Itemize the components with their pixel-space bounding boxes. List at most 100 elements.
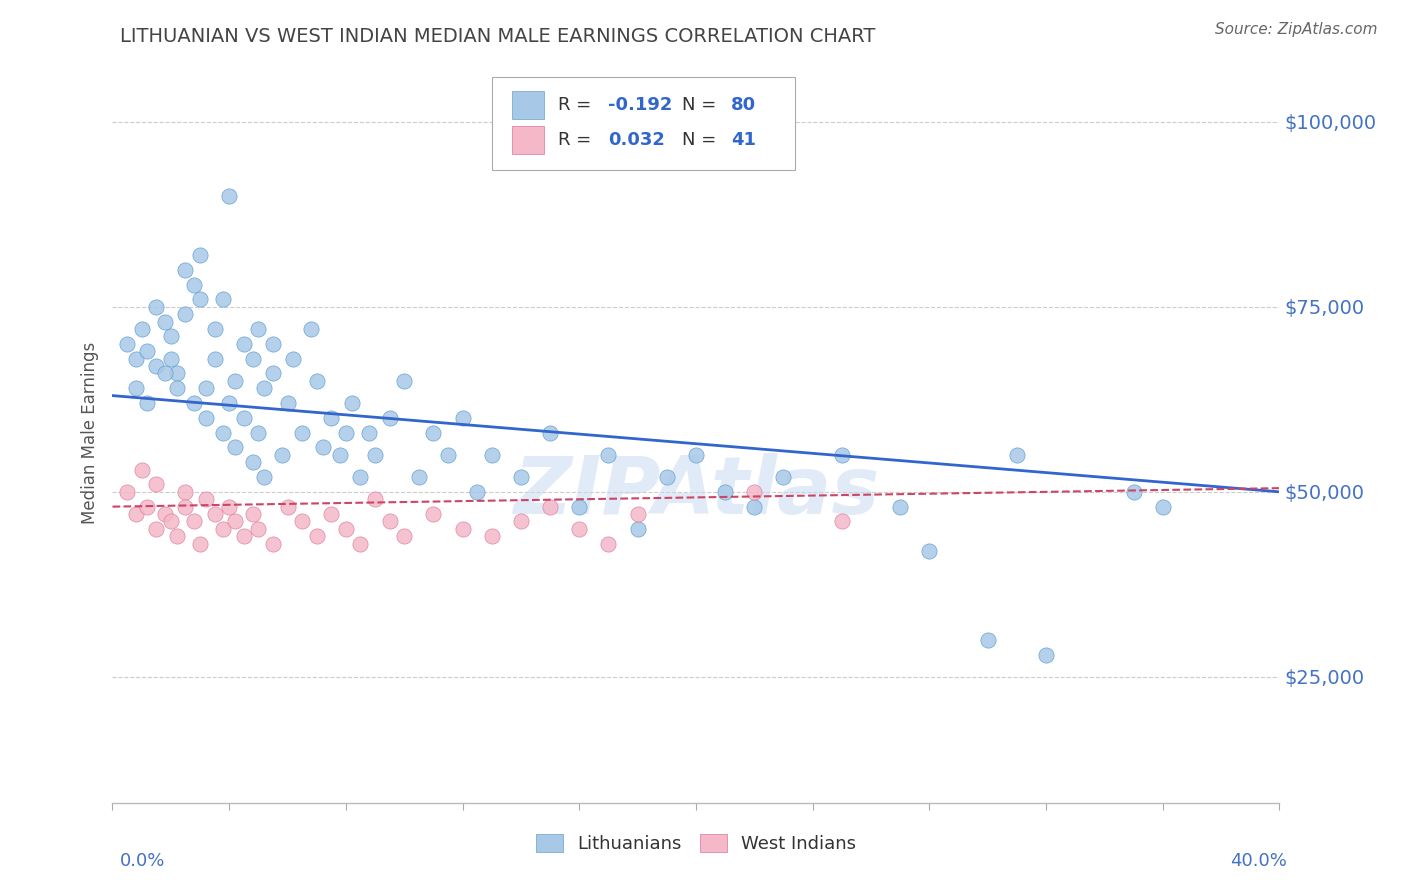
Point [145, 359, 167, 373]
Bar [512, 126, 544, 154]
Point [321, 410, 343, 425]
Text: R =: R = [558, 131, 598, 149]
Point [568, 522, 591, 536]
Point [232, 336, 254, 351]
Point [976, 632, 998, 647]
Point [321, 507, 343, 521]
Point [160, 515, 183, 529]
Point [291, 425, 314, 440]
Point [136, 500, 159, 514]
Point [174, 262, 197, 277]
Point [247, 322, 270, 336]
Point [714, 484, 737, 499]
Point [224, 441, 246, 455]
Point [131, 322, 153, 336]
Point [194, 381, 217, 395]
Point [145, 477, 167, 491]
Point [276, 396, 298, 410]
Point [115, 336, 138, 351]
Point [188, 536, 211, 550]
Point [408, 470, 430, 484]
Point [1122, 484, 1144, 499]
Point [685, 448, 707, 462]
Point [465, 484, 488, 499]
FancyBboxPatch shape [492, 78, 796, 169]
Point [224, 515, 246, 529]
Point [160, 329, 183, 343]
Point [188, 248, 211, 262]
Point [889, 500, 911, 514]
Point [568, 500, 591, 514]
Point [509, 515, 531, 529]
Point [311, 441, 333, 455]
Text: 40.0%: 40.0% [1230, 852, 1286, 870]
Point [247, 522, 270, 536]
Point [145, 300, 167, 314]
Point [772, 470, 794, 484]
Text: 0.0%: 0.0% [120, 852, 165, 870]
Text: 41: 41 [731, 131, 756, 149]
Point [335, 522, 357, 536]
Point [305, 529, 328, 543]
Point [1152, 500, 1174, 514]
Point [394, 529, 416, 543]
Point [831, 515, 853, 529]
Point [627, 522, 650, 536]
Point [153, 507, 176, 521]
Point [335, 425, 357, 440]
Point [305, 374, 328, 388]
Point [218, 188, 240, 202]
Point [204, 322, 226, 336]
Point [1035, 648, 1057, 662]
Point [153, 314, 176, 328]
Point [364, 492, 387, 507]
Point [481, 529, 503, 543]
Point [242, 507, 264, 521]
Text: 80: 80 [731, 95, 756, 113]
Point [194, 410, 217, 425]
Point [253, 381, 276, 395]
Point [262, 336, 284, 351]
Point [538, 500, 561, 514]
Point [437, 448, 460, 462]
Point [270, 448, 292, 462]
Text: N =: N = [682, 131, 721, 149]
Point [262, 536, 284, 550]
Point [262, 367, 284, 381]
Point [247, 425, 270, 440]
Point [166, 529, 188, 543]
Point [831, 448, 853, 462]
Point [174, 500, 197, 514]
Point [481, 448, 503, 462]
Point [218, 396, 240, 410]
Point [598, 536, 620, 550]
Point [131, 462, 153, 476]
Point [183, 277, 205, 292]
Point [422, 507, 444, 521]
Point [509, 470, 531, 484]
Point [299, 322, 322, 336]
Point [242, 455, 264, 469]
Point [212, 293, 235, 307]
Point [174, 307, 197, 321]
Point [378, 410, 401, 425]
Point [291, 515, 314, 529]
Point [183, 515, 205, 529]
Point [166, 381, 188, 395]
Point [451, 522, 474, 536]
Point [742, 484, 765, 499]
Point [212, 522, 235, 536]
Point [394, 374, 416, 388]
Text: R =: R = [558, 95, 598, 113]
Point [276, 500, 298, 514]
Point [918, 544, 941, 558]
Point [742, 500, 765, 514]
Point [349, 470, 371, 484]
Point [283, 351, 305, 366]
Point [204, 351, 226, 366]
Point [598, 448, 620, 462]
Text: 0.032: 0.032 [609, 131, 665, 149]
Point [115, 484, 138, 499]
Point [160, 351, 183, 366]
Point [125, 381, 148, 395]
